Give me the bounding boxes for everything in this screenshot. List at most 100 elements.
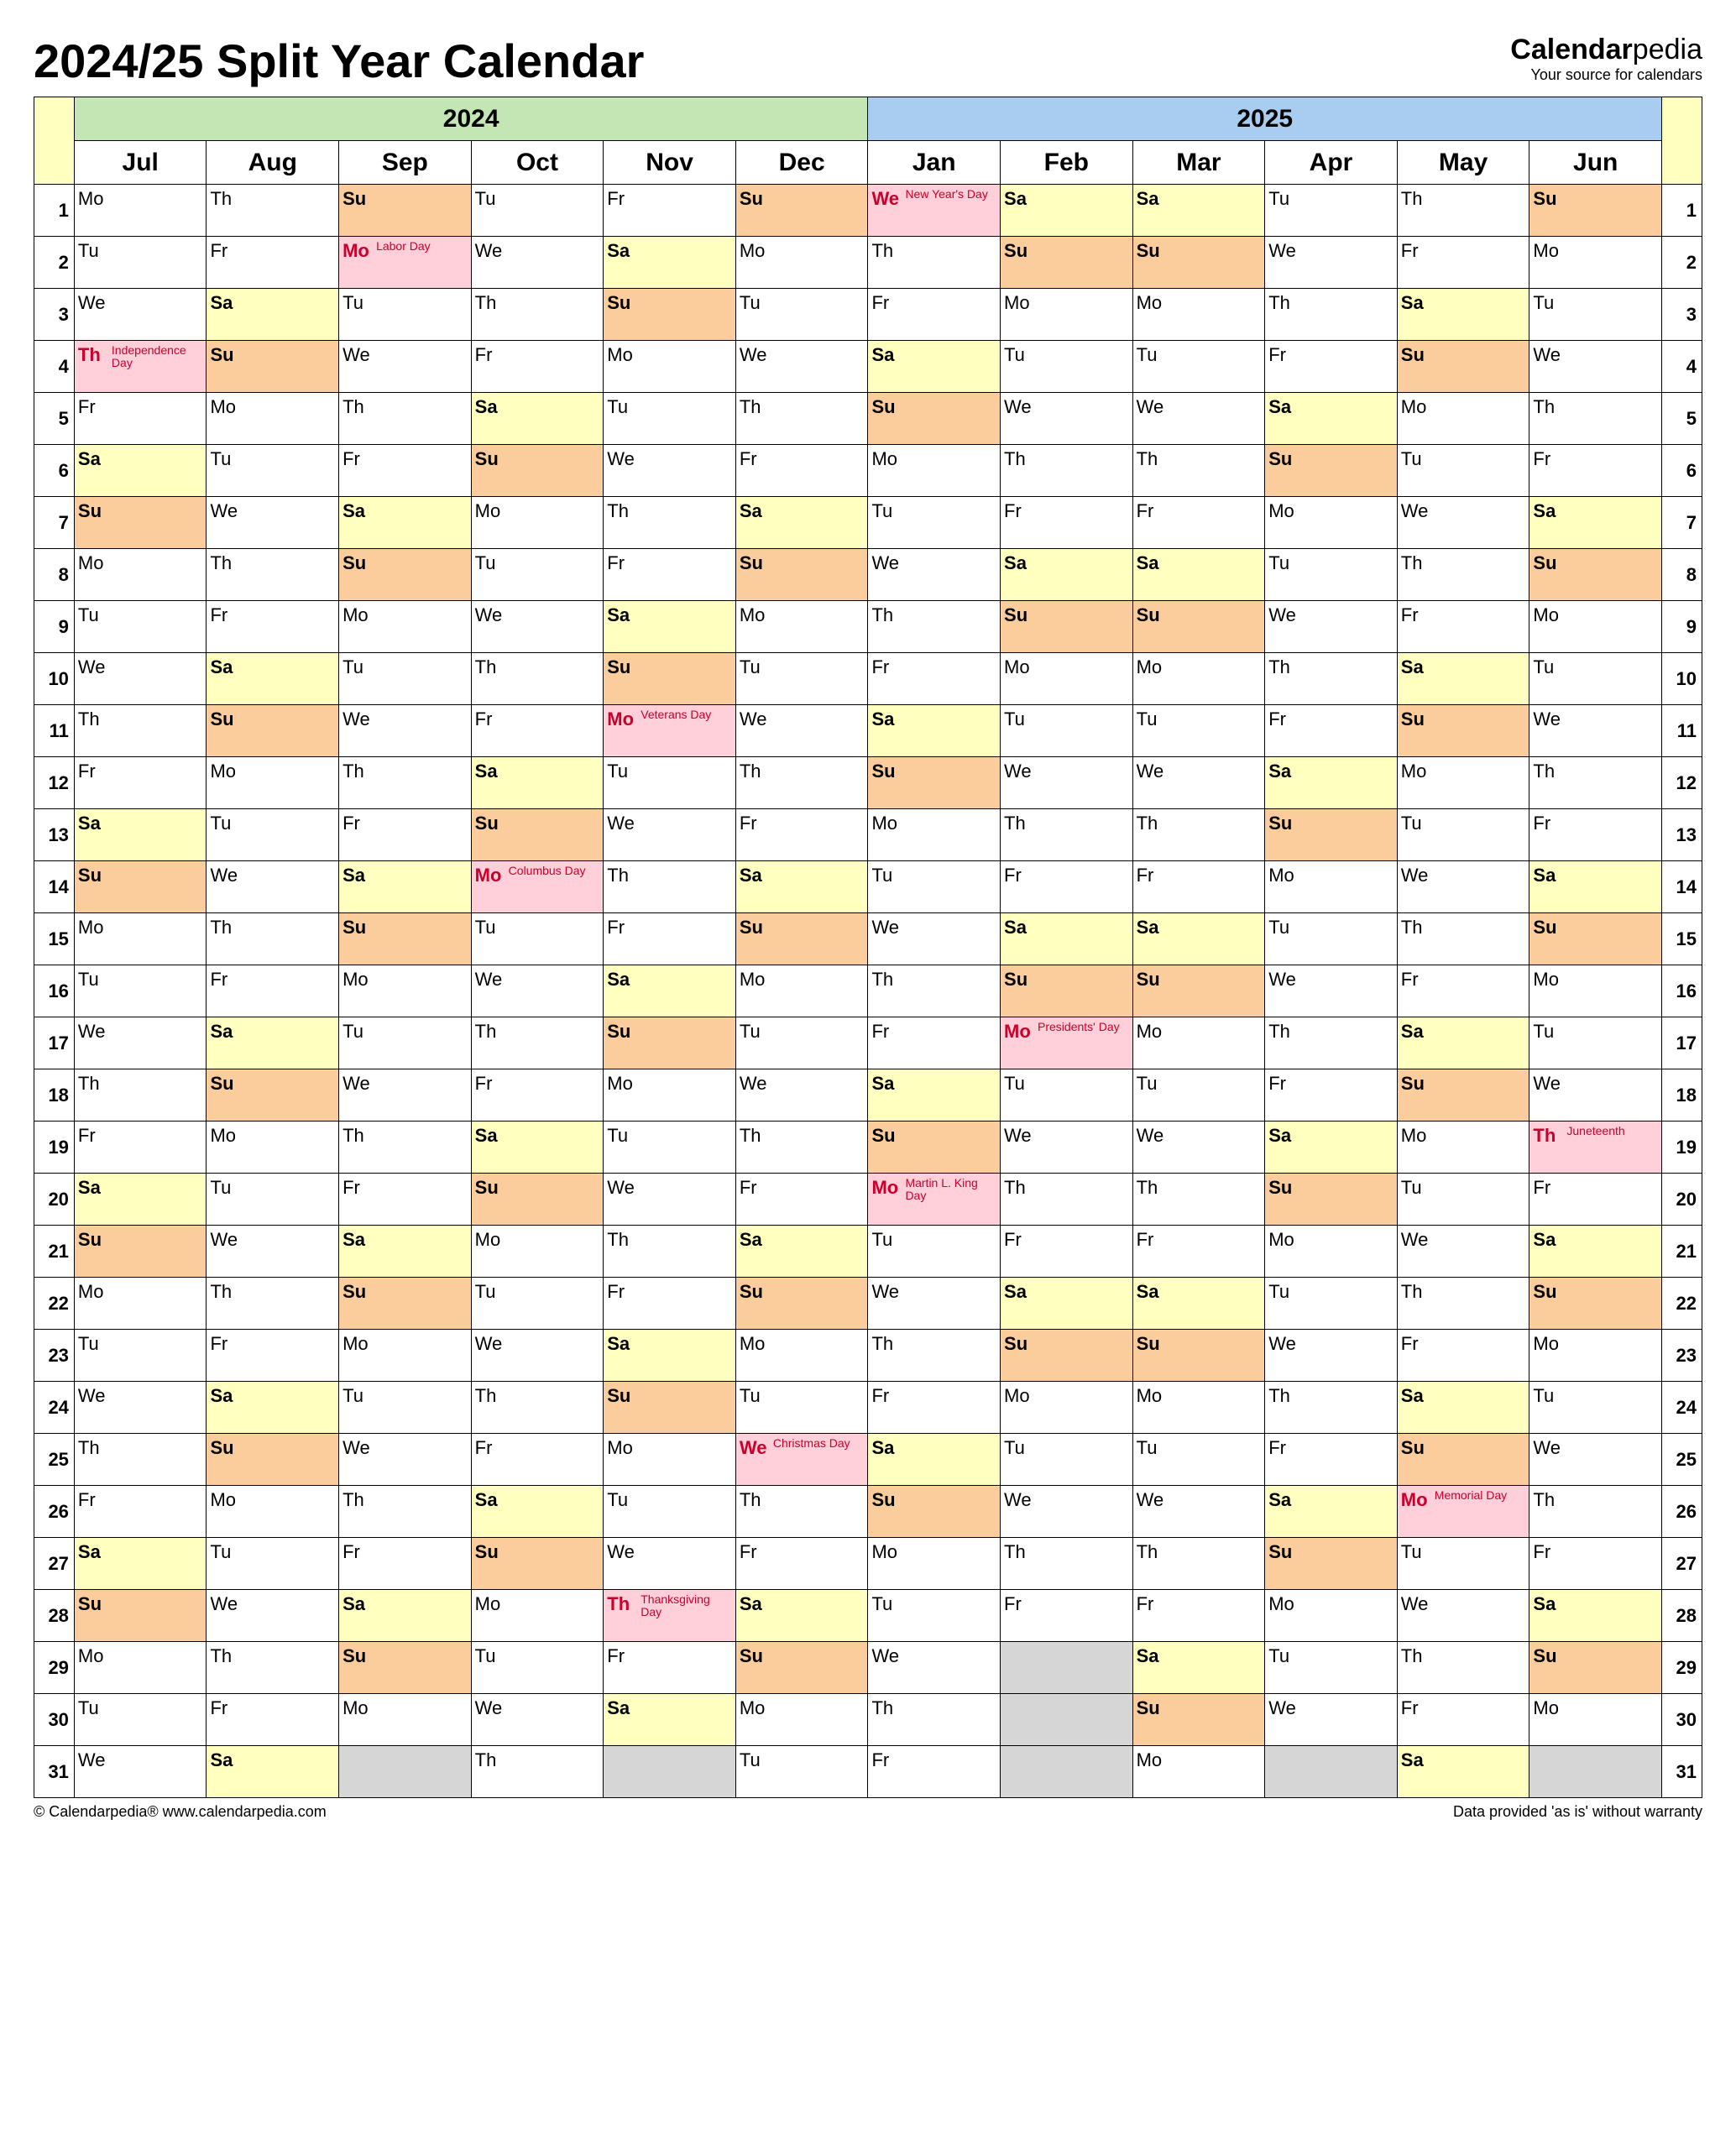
calendar-cell: Mo — [1001, 1382, 1133, 1434]
calendar-cell: Tu — [604, 393, 736, 445]
day-number-left: 18 — [34, 1069, 75, 1122]
weekday-abbr: Mo — [607, 344, 633, 366]
weekday-abbr: Th — [1268, 656, 1290, 678]
weekday-abbr: Su — [871, 396, 895, 418]
calendar-cell: Su — [74, 1590, 207, 1642]
calendar-cell: Th — [604, 497, 736, 549]
weekday-abbr: Sa — [607, 969, 630, 991]
calendar-cell: Tu — [207, 1174, 339, 1226]
weekday-abbr: Su — [1137, 604, 1160, 626]
weekday-abbr: Mo — [342, 240, 369, 262]
calendar-cell: Fr — [1265, 1434, 1398, 1486]
weekday-abbr: Su — [1268, 448, 1292, 470]
weekday-abbr: Mo — [1401, 396, 1427, 418]
day-number-right: 14 — [1661, 861, 1702, 913]
day-number-right: 16 — [1661, 965, 1702, 1017]
calendar-cell: Fr — [339, 445, 472, 497]
calendar-cell: Mo — [735, 237, 868, 289]
calendar-cell: Sa — [207, 1746, 339, 1798]
calendar-cell: WeNew Year's Day — [868, 185, 1001, 237]
weekday-abbr: Th — [1533, 1125, 1556, 1147]
weekday-abbr: Su — [1401, 344, 1425, 366]
weekday-abbr: Th — [1268, 292, 1290, 314]
weekday-abbr: Su — [210, 708, 233, 730]
calendar-cell: Sa — [207, 653, 339, 705]
calendar-cell: Fr — [1397, 601, 1529, 653]
day-number-left: 3 — [34, 289, 75, 341]
weekday-abbr: Su — [1004, 240, 1027, 262]
brand-name-light: pedia — [1633, 34, 1702, 65]
calendar-cell: Th — [471, 289, 604, 341]
weekday-abbr: Th — [475, 292, 497, 314]
day-number-right: 5 — [1661, 393, 1702, 445]
calendar-cell: Th — [74, 1434, 207, 1486]
weekday-abbr: Fr — [342, 1541, 360, 1563]
calendar-cell: Th — [339, 1122, 472, 1174]
calendar-cell: Su — [339, 913, 472, 965]
weekday-abbr: We — [740, 344, 767, 366]
month-header: Mar — [1132, 141, 1265, 185]
calendar-cell: Tu — [735, 1746, 868, 1798]
weekday-abbr: Sa — [607, 1697, 630, 1719]
weekday-abbr: Su — [1004, 969, 1027, 991]
calendar-cell: Th — [1132, 809, 1265, 861]
calendar-cell: Th — [1529, 1486, 1662, 1538]
calendar-cell: Sa — [339, 1590, 472, 1642]
weekday-abbr: Mo — [1137, 1385, 1163, 1407]
calendar-cell: Tu — [1132, 341, 1265, 393]
calendar-cell: Tu — [74, 1694, 207, 1746]
calendar-cell: We — [1001, 1122, 1133, 1174]
calendar-cell: We — [74, 653, 207, 705]
calendar-cell: Th — [868, 237, 1001, 289]
calendar-cell: MoMemorial Day — [1397, 1486, 1529, 1538]
calendar-cell: We — [1132, 393, 1265, 445]
weekday-abbr: Th — [475, 656, 497, 678]
weekday-abbr: Mo — [1533, 1697, 1559, 1719]
weekday-abbr: Sa — [342, 1593, 365, 1615]
calendar-cell: Su — [1001, 601, 1133, 653]
weekday-abbr: Th — [78, 344, 101, 366]
calendar-cell: Th — [339, 393, 472, 445]
day-number-right: 1 — [1661, 185, 1702, 237]
month-header: Jul — [74, 141, 207, 185]
calendar-cell: Fr — [1001, 1226, 1133, 1278]
calendar-cell: Th — [1265, 653, 1398, 705]
day-number-left: 16 — [34, 965, 75, 1017]
calendar-cell: Su — [1132, 237, 1265, 289]
weekday-abbr: We — [342, 1073, 370, 1095]
weekday-abbr: Sa — [1137, 1281, 1159, 1303]
weekday-abbr: We — [475, 969, 503, 991]
calendar-cell: Sa — [74, 809, 207, 861]
calendar-cell: Su — [1529, 1642, 1662, 1694]
calendar-cell: Th — [868, 1694, 1001, 1746]
weekday-abbr: Sa — [210, 656, 233, 678]
calendar-cell: Tu — [471, 185, 604, 237]
weekday-abbr: Th — [1004, 448, 1026, 470]
weekday-abbr: Sa — [871, 1073, 894, 1095]
calendar-cell: Th — [1001, 809, 1133, 861]
holiday-label: Juneteenth — [1566, 1125, 1659, 1137]
day-number-left: 7 — [34, 497, 75, 549]
day-number-right: 27 — [1661, 1538, 1702, 1590]
calendar-cell: Su — [74, 497, 207, 549]
day-number-right: 10 — [1661, 653, 1702, 705]
calendar-cell: Tu — [74, 1330, 207, 1382]
calendar-cell: Sa — [1001, 549, 1133, 601]
calendar-cell: Tu — [1397, 1174, 1529, 1226]
calendar-cell: We — [74, 1746, 207, 1798]
weekday-abbr: Fr — [210, 1697, 227, 1719]
weekday-abbr: Fr — [1401, 604, 1419, 626]
weekday-abbr: We — [871, 1645, 899, 1667]
weekday-abbr: Mo — [1533, 1333, 1559, 1355]
calendar-cell: Tu — [868, 1226, 1001, 1278]
calendar-cell: Fr — [1132, 1590, 1265, 1642]
weekday-abbr: Su — [475, 448, 499, 470]
weekday-abbr: Fr — [1004, 1229, 1022, 1251]
calendar-cell: Mo — [1397, 393, 1529, 445]
calendar-cell: Su — [868, 393, 1001, 445]
weekday-abbr: Th — [1268, 1385, 1290, 1407]
calendar-cell: Fr — [1265, 705, 1398, 757]
calendar-cell: Sa — [604, 601, 736, 653]
calendar-cell: Su — [1529, 1278, 1662, 1330]
calendar-cell: We — [1001, 1486, 1133, 1538]
